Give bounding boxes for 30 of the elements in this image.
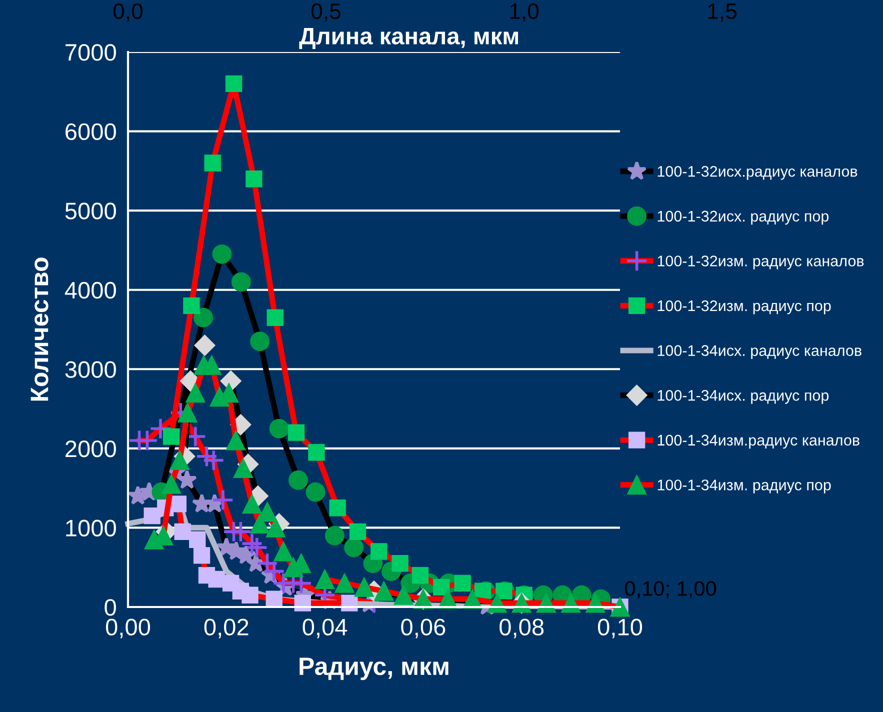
x-tick-label: 0,10 [598,618,642,638]
x-tick-label: 0,06 [401,618,446,638]
y-tick-label: 6000 [66,123,116,140]
legend-label: 100-1-32исх.радиус каналов [658,166,858,180]
legend-label: 100-1-34исх. радиус каналов [658,345,862,360]
x2-tick-label: 1,0 [510,3,539,22]
y-tick-label: 5000 [65,202,116,220]
y-tick-label: 1000 [66,520,116,536]
y-tick-label: 2000 [66,440,116,458]
x2-tick-label: 1,5 [708,4,737,22]
x-tick-label: 0,08 [500,618,544,638]
x-axis-title: Радиус, мкм [300,658,448,680]
legend-label: 100-1-32изм. радиус пор [658,300,831,314]
legend-label: 100-1-34изм. радиус пор [658,480,831,494]
y-tick-label: 0 [104,599,116,616]
x-tick-label: 0,02 [204,618,248,638]
x-tick-label: 0,00 [106,618,150,638]
legend-label: 100-1-32изм. радиус каналов [658,256,864,270]
y-tick-label: 4000 [64,282,116,299]
annotation: 0,10; 1,00 [624,581,716,598]
x2-axis-title: Длина канала, мкм [299,28,518,49]
x-tick-label: 0,04 [302,618,348,638]
legend-label: 100-1-32исх. радиус пор [658,210,829,225]
y-tick-label: 7000 [66,44,116,61]
x2-tick-label: 0,5 [311,3,341,22]
y-tick-label: 3000 [65,361,116,378]
x2-tick-label: 0,0 [113,3,143,22]
y-axis-title: Количество [30,258,48,401]
legend-label: 100-1-34изм.радиус каналов [658,434,860,449]
legend-label: 100-1-34исх. радиус пор [658,390,829,404]
